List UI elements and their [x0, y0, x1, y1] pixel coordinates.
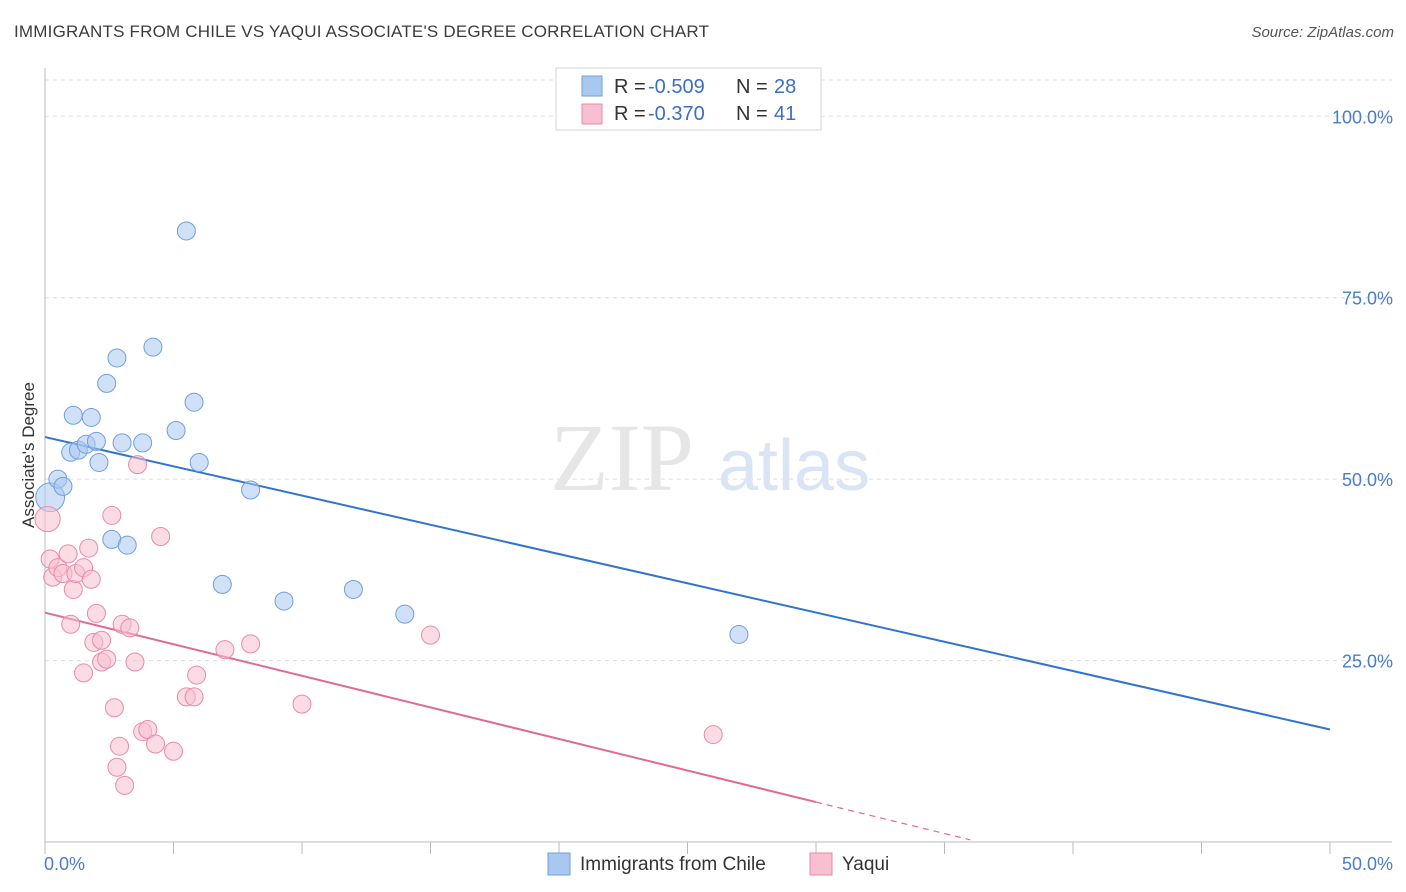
legend-n-label-2: N = — [736, 103, 768, 125]
bottom-legend-label-yaqui: Yaqui — [842, 854, 889, 875]
data-point-blue[interactable] — [189, 452, 209, 472]
y-axis-label: Associate's Degree — [19, 382, 38, 528]
data-point-pink[interactable] — [102, 505, 122, 525]
y-tick-label: 75.0% — [1342, 289, 1393, 309]
data-point-pink[interactable] — [92, 630, 112, 650]
data-point-blue[interactable] — [176, 221, 196, 241]
data-point-pink[interactable] — [241, 634, 261, 654]
data-point-blue[interactable] — [133, 433, 153, 453]
legend-n-value-1: 28 — [774, 76, 796, 98]
data-point-pink[interactable] — [34, 505, 61, 533]
legend-box: R = -0.509 N = 28 R = -0.370 N = 41 — [555, 67, 822, 131]
data-point-pink[interactable] — [164, 741, 183, 761]
legend-swatch-pink — [581, 103, 603, 125]
data-point-blue[interactable] — [212, 574, 232, 594]
data-point-pink[interactable] — [151, 526, 171, 546]
data-point-pink[interactable] — [86, 603, 106, 623]
data-point-pink[interactable] — [115, 775, 135, 795]
y-tick-label: 100.0% — [1332, 107, 1393, 127]
data-point-pink[interactable] — [97, 649, 117, 669]
legend-r-value-1: -0.509 — [648, 76, 705, 98]
data-point-pink[interactable] — [120, 618, 140, 638]
data-point-blue[interactable] — [53, 476, 73, 496]
data-point-blue[interactable] — [63, 405, 83, 425]
legend-swatch-blue — [581, 75, 603, 97]
data-point-blue[interactable] — [107, 348, 127, 368]
legend-n-value-2: 41 — [774, 103, 796, 125]
data-point-pink[interactable] — [81, 569, 101, 589]
trend-line-blue — [44, 436, 1331, 731]
data-point-blue[interactable] — [86, 431, 106, 451]
data-point-blue[interactable] — [241, 480, 261, 500]
axes — [44, 68, 1392, 854]
data-point-pink[interactable] — [58, 544, 78, 564]
data-point-pink[interactable] — [125, 652, 145, 672]
y-tick-label: 25.0% — [1342, 652, 1393, 672]
data-point-pink[interactable] — [63, 579, 83, 599]
x-tick-label-min: 0.0% — [44, 854, 85, 874]
data-point-pink[interactable] — [703, 725, 723, 745]
data-point-pink[interactable] — [74, 663, 94, 683]
data-point-pink[interactable] — [421, 625, 440, 645]
data-point-pink[interactable] — [61, 614, 81, 634]
data-point-pink[interactable] — [292, 694, 312, 714]
data-point-blue[interactable] — [184, 392, 204, 412]
watermark: ZIP atlas — [550, 404, 870, 511]
legend-r-value-2: -0.370 — [648, 103, 705, 125]
watermark-atlas: atlas — [718, 426, 870, 506]
data-point-blue[interactable] — [395, 604, 415, 624]
data-point-blue[interactable] — [89, 452, 109, 472]
y-tick-label: 50.0% — [1342, 470, 1393, 490]
data-point-blue[interactable] — [166, 421, 186, 441]
legend-r-label-1: R = — [614, 76, 646, 98]
grid-lines — [45, 79, 1392, 662]
data-point-pink[interactable] — [184, 687, 204, 707]
data-point-pink[interactable] — [128, 455, 148, 475]
data-point-pink[interactable] — [146, 734, 166, 754]
data-point-blue[interactable] — [81, 407, 101, 427]
data-point-pink[interactable] — [79, 538, 99, 558]
data-point-blue[interactable] — [343, 579, 363, 599]
trend-line-extension-pink — [815, 801, 971, 841]
data-point-pink[interactable] — [104, 698, 124, 718]
watermark-zip: ZIP — [550, 404, 694, 511]
bottom-legend: Immigrants from Chile Yaqui — [547, 852, 889, 876]
bottom-legend-swatch-chile — [547, 852, 571, 876]
bottom-legend-swatch-yaqui — [809, 852, 833, 876]
data-point-pink[interactable] — [187, 665, 207, 685]
trend-lines — [44, 436, 1331, 841]
data-point-blue[interactable] — [143, 337, 163, 357]
data-point-blue[interactable] — [97, 373, 117, 393]
data-point-blue[interactable] — [274, 591, 294, 611]
data-point-pink[interactable] — [215, 640, 235, 660]
legend-n-label-1: N = — [736, 76, 768, 98]
data-point-pink[interactable] — [110, 736, 130, 756]
data-point-pink[interactable] — [107, 757, 127, 777]
chart-title: IMMIGRANTS FROM CHILE VS YAQUI ASSOCIATE… — [14, 22, 710, 41]
chart-source: Source: ZipAtlas.com — [1251, 24, 1394, 41]
data-points — [34, 221, 749, 795]
data-point-blue[interactable] — [117, 535, 137, 555]
legend-r-label-2: R = — [614, 103, 646, 125]
trend-line-pink — [44, 611, 817, 804]
data-point-blue[interactable] — [112, 433, 132, 453]
x-tick-label-max: 50.0% — [1342, 854, 1393, 874]
bottom-legend-label-chile: Immigrants from Chile — [580, 854, 766, 875]
data-point-blue[interactable] — [729, 624, 749, 644]
tick-labels: 25.0% 50.0% 75.0% 100.0% 0.0% 50.0% — [44, 107, 1393, 874]
